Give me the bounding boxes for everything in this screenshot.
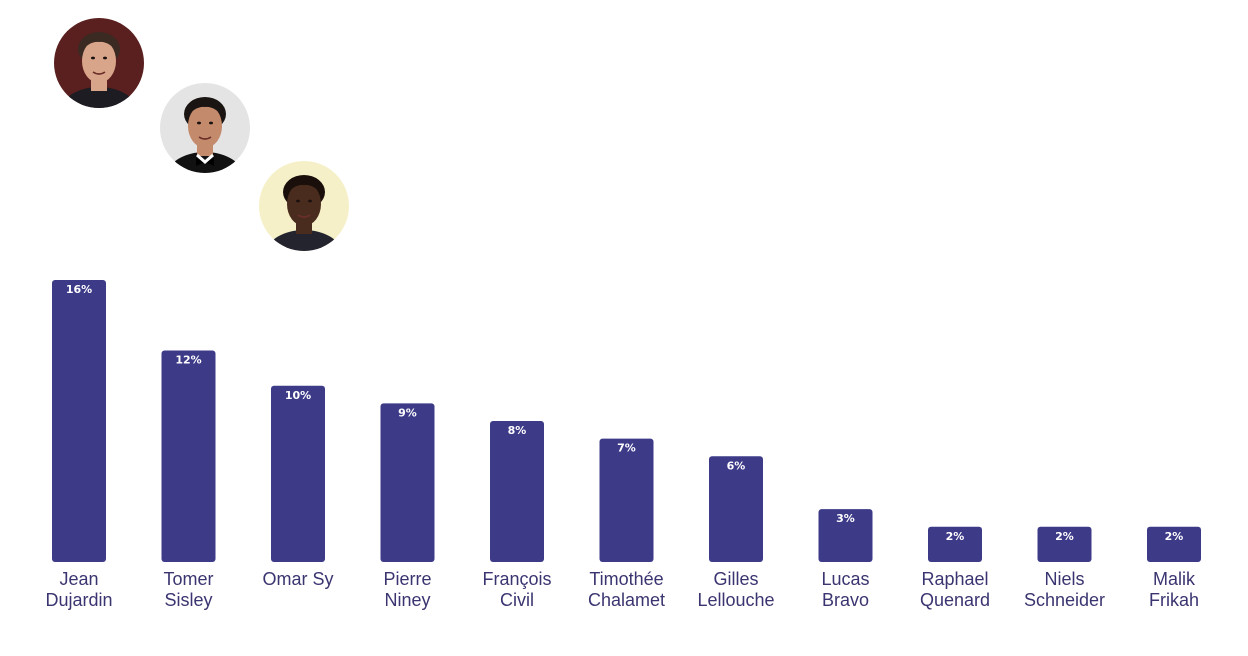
bar-value-label: 2% (946, 530, 965, 543)
category-label: Schneider (1024, 590, 1105, 610)
category-label: Niels (1044, 569, 1084, 589)
bar-4 (490, 421, 544, 562)
category-label: Malik (1153, 569, 1196, 589)
bar-value-label: 8% (508, 424, 527, 437)
category-label: Tomer (163, 569, 213, 589)
category-label: Chalamet (588, 590, 665, 610)
bar-5 (599, 438, 654, 562)
category-label: Quenard (920, 590, 990, 610)
category-label: Dujardin (45, 590, 112, 610)
portrait-tomer-sisley-icon (160, 83, 250, 173)
bar-value-label: 3% (836, 512, 855, 525)
category-label: Lucas (821, 569, 869, 589)
bar-value-label: 6% (727, 459, 746, 472)
bar-3 (380, 403, 435, 562)
bar-1 (161, 350, 216, 562)
category-label: François (482, 569, 551, 589)
category-label: Niney (384, 590, 430, 610)
portrait-omar-sy-icon (259, 161, 349, 251)
bar-9 (1037, 526, 1092, 562)
category-label: Jean (59, 569, 98, 589)
category-label: Pierre (383, 569, 431, 589)
category-label: Timothée (589, 569, 663, 589)
bar-7 (818, 509, 873, 562)
bar-value-label: 2% (1165, 530, 1184, 543)
category-label: Omar Sy (262, 569, 333, 589)
category-label: Sisley (164, 590, 212, 610)
category-label: Frikah (1149, 590, 1199, 610)
category-label: Lellouche (697, 590, 774, 610)
bar-0 (52, 280, 106, 562)
bar-8 (928, 526, 982, 562)
bar-value-label: 10% (285, 389, 311, 402)
bar-value-label: 12% (175, 354, 201, 367)
bar-value-label: 2% (1055, 530, 1074, 543)
bar-6 (709, 456, 763, 562)
category-label: Raphael (921, 569, 988, 589)
category-label: Civil (500, 590, 534, 610)
category-label: Gilles (713, 569, 758, 589)
bar-value-label: 7% (617, 442, 636, 455)
portrait-jean-dujardin-icon (54, 18, 144, 108)
category-label: Bravo (822, 590, 869, 610)
bar-value-label: 16% (66, 283, 92, 296)
bar-2 (271, 385, 325, 562)
bar-10 (1147, 526, 1201, 562)
portraits-group (54, 18, 349, 251)
bar-value-label: 9% (398, 406, 417, 419)
bars-group: 16% 12% 10% 9% 8% 7% 6% 3% 2% 2% 2% (52, 280, 1201, 562)
